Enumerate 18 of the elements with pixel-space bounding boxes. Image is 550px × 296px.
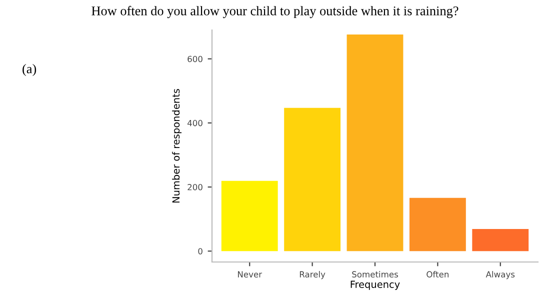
x-tick-label: Never <box>238 271 262 278</box>
bar <box>346 34 404 252</box>
x-tick-label: Rarely <box>300 271 326 280</box>
bar <box>472 228 529 252</box>
y-tick-label: 0 <box>198 248 202 254</box>
bar <box>221 180 278 252</box>
x-tick-label: Often <box>426 271 448 278</box>
chart-title: How often do you allow your child to play outside when it is raining? <box>92 6 458 18</box>
x-tick-label: Always <box>486 271 515 280</box>
y-tick-label: 600 <box>188 56 202 62</box>
bar <box>409 198 466 252</box>
text: (a) <box>22 64 36 76</box>
bar <box>284 108 341 252</box>
y-tick-label: 200 <box>188 184 202 190</box>
y-axis-title: Number of respondents <box>172 89 182 202</box>
y-tick-label: 400 <box>187 120 202 126</box>
x-tick-label: Sometimes <box>352 271 398 278</box>
x-axis-title: Frequency <box>350 280 400 290</box>
